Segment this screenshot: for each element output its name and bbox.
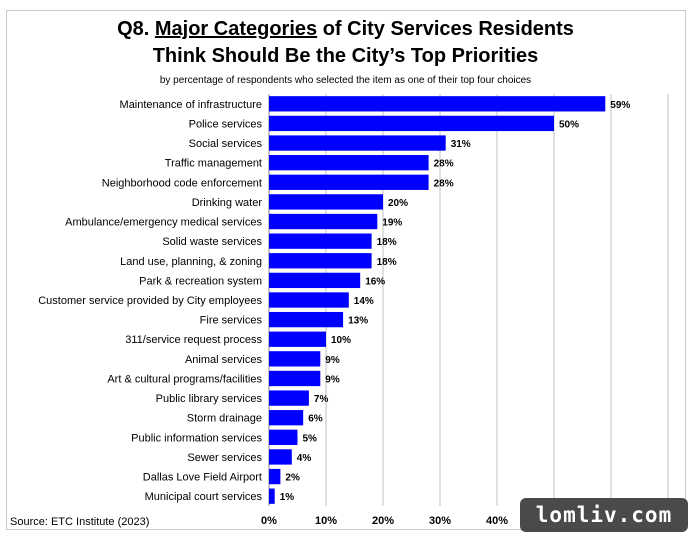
source-note: Source: ETC Institute (2023) xyxy=(10,516,150,528)
bar xyxy=(269,351,321,367)
category-label: Drinking water xyxy=(192,197,263,209)
value-label: 9% xyxy=(325,355,340,366)
value-label: 6% xyxy=(308,414,323,425)
bar xyxy=(269,96,606,112)
bar xyxy=(269,155,429,171)
value-label: 9% xyxy=(325,374,340,385)
bar xyxy=(269,135,446,151)
category-label: Art & cultural programs/facilities xyxy=(107,373,262,385)
value-label: 16% xyxy=(365,276,385,287)
x-tick-label: 10% xyxy=(315,515,337,527)
category-label: Police services xyxy=(189,118,263,130)
category-label: Fire services xyxy=(200,315,263,327)
bar xyxy=(269,488,275,504)
category-label: Public information services xyxy=(131,432,262,444)
bar xyxy=(269,468,281,485)
value-label: 14% xyxy=(354,296,374,307)
bar xyxy=(269,115,554,132)
watermark-logo: lomliv.com xyxy=(520,498,688,532)
value-label: 1% xyxy=(280,492,295,503)
category-label: Municipal court services xyxy=(145,491,263,503)
value-label: 10% xyxy=(331,335,351,346)
chart-title-line1: Q8. Major Categories of City Services Re… xyxy=(117,18,574,40)
value-label: 28% xyxy=(434,178,454,189)
category-label: Ambulance/emergency medical services xyxy=(65,217,262,229)
bar xyxy=(269,410,304,426)
bar xyxy=(269,429,298,445)
value-label: 18% xyxy=(377,257,397,268)
category-label: Storm drainage xyxy=(187,413,262,425)
bar xyxy=(269,194,383,210)
chart-title-line2: Think Should Be the City’s Top Prioritie… xyxy=(152,45,539,67)
value-label: 50% xyxy=(559,119,579,130)
category-label: Land use, planning, & zoning xyxy=(120,256,262,268)
category-label: Neighborhood code enforcement xyxy=(102,177,262,189)
x-tick-label: 30% xyxy=(429,515,451,527)
category-label: Solid waste services xyxy=(162,236,262,248)
value-label: 5% xyxy=(303,433,318,444)
value-label: 7% xyxy=(314,394,329,405)
value-label: 28% xyxy=(434,159,454,170)
category-label: Park & recreation system xyxy=(139,275,262,287)
chart-subtitle: by percentage of respondents who selecte… xyxy=(159,75,532,86)
value-label: 13% xyxy=(348,316,368,327)
category-label: Customer service provided by City employ… xyxy=(38,295,262,307)
category-label: Social services xyxy=(189,138,263,150)
bar xyxy=(269,253,372,269)
value-label: 20% xyxy=(388,198,408,209)
bar xyxy=(269,174,429,190)
bar xyxy=(269,311,344,328)
bar xyxy=(269,390,309,406)
category-label: Sewer services xyxy=(187,452,262,464)
value-label: 31% xyxy=(451,139,471,150)
bar xyxy=(269,370,321,387)
bar xyxy=(269,213,378,230)
bar xyxy=(269,272,361,289)
value-label: 4% xyxy=(297,453,312,464)
category-label: Traffic management xyxy=(165,158,262,170)
bar xyxy=(269,331,326,347)
category-label: Public library services xyxy=(156,393,263,405)
bar xyxy=(269,292,349,308)
bar xyxy=(269,449,292,465)
value-label: 2% xyxy=(285,473,300,484)
category-label: Animal services xyxy=(185,354,263,366)
x-tick-label: 40% xyxy=(486,515,508,527)
category-label: Dallas Love Field Airport xyxy=(143,472,262,484)
x-tick-label: 20% xyxy=(372,515,394,527)
value-label: 18% xyxy=(377,237,397,248)
x-tick-label: 0% xyxy=(261,515,277,527)
value-label: 19% xyxy=(382,218,402,229)
value-label: 59% xyxy=(610,100,630,111)
category-label: 311/service request process xyxy=(125,334,262,346)
bar xyxy=(269,233,372,249)
category-label: Maintenance of infrastructure xyxy=(120,99,262,111)
